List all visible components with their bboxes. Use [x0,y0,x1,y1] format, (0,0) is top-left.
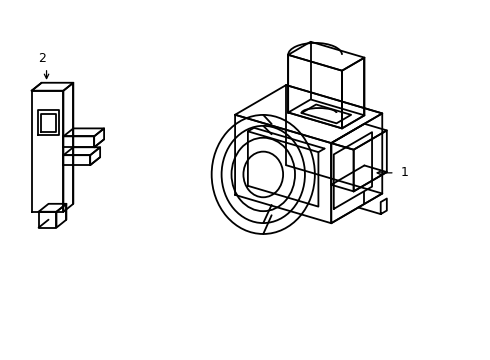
Text: 2: 2 [38,52,46,65]
Text: 1: 1 [401,166,409,179]
